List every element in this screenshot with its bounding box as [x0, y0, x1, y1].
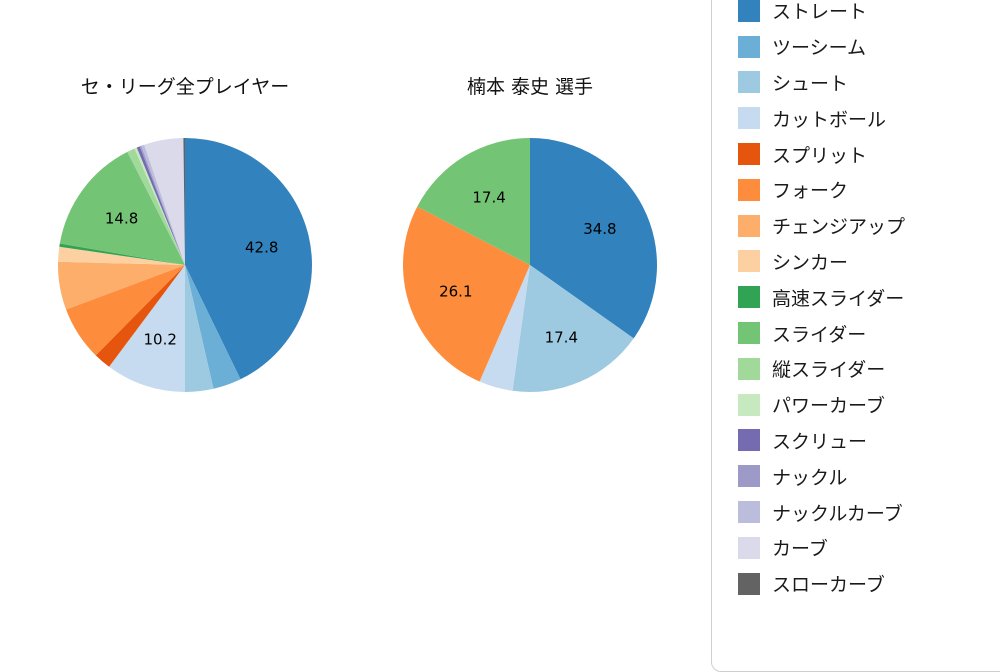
- pie-slice-ナックルカーブ: [141, 144, 185, 265]
- legend-item-label: スライダー: [772, 323, 867, 346]
- pie-value-label: 34.8: [583, 220, 616, 238]
- legend-item-label: 縦スライダー: [772, 359, 886, 382]
- chart-title-player: 楠本 泰史 選手: [466, 76, 594, 98]
- legend-item: カットボール: [738, 100, 1000, 136]
- legend-item-label: カットボール: [772, 108, 887, 131]
- legend-swatch-icon: [738, 286, 760, 309]
- legend-swatch-icon: [738, 501, 760, 524]
- pie-slice-チェンジアップ: [58, 261, 185, 310]
- legend-item: スライダー: [738, 315, 1000, 351]
- legend-swatch-icon: [738, 143, 760, 166]
- pie-slice-カーブ: [144, 138, 185, 265]
- legend-item-label: ストレート: [772, 1, 868, 24]
- pie-slice-高速スライダー: [59, 243, 185, 265]
- pie-value-label: 10.2: [143, 331, 176, 349]
- legend-item-label: ツーシーム: [772, 37, 867, 60]
- legend-swatch-icon: [738, 0, 760, 22]
- legend-swatch-icon: [738, 572, 760, 595]
- legend-swatch-icon: [738, 35, 760, 58]
- pie-slice-スプリット: [95, 265, 185, 367]
- pie-chart-league-svg: 42.8 10.2 14.8: [58, 138, 312, 392]
- pie-value-label: 14.8: [105, 209, 138, 227]
- legend-item-label: フォーク: [772, 180, 849, 203]
- pie-chart-player: 34.8 17.4 26.1 17.4: [402, 137, 658, 393]
- pie-slice-フォーク: [66, 265, 185, 356]
- pie-slice-シュート: [185, 265, 214, 392]
- legend-item-label: スプリット: [772, 144, 868, 167]
- legend-swatch-icon: [738, 71, 760, 94]
- legend-panel: ストレートツーシームシュートカットボール スプリットフォークチェンジアップ シンカー…: [711, 0, 1000, 672]
- pie-slice-ナックル: [139, 145, 185, 265]
- legend-swatch-icon: [738, 107, 760, 130]
- pie-slice-ストレート: [185, 138, 312, 380]
- chart-title-league: セ・リーグ全プレイヤー: [80, 76, 290, 98]
- pie-slice-シュート: [512, 265, 634, 393]
- pie-slice-パワーカーブ: [134, 147, 185, 265]
- legend-item-label: ナックル: [772, 466, 848, 489]
- legend-item-label: シュート: [772, 72, 849, 95]
- legend-swatch-icon: [738, 214, 760, 237]
- pie-slice-ストレート: [530, 138, 658, 339]
- pie-value-label: 17.4: [545, 328, 578, 346]
- legend-swatch-icon: [738, 357, 760, 380]
- pie-slice-ツーシーム: [185, 265, 241, 389]
- legend-item: パワーカーブ: [738, 387, 1000, 423]
- pie-slice-カットボール: [479, 265, 530, 391]
- legend-item-label: チェンジアップ: [772, 216, 906, 239]
- legend-swatch-icon: [738, 393, 760, 416]
- pie-slice-カットボール: [109, 265, 185, 392]
- legend-item: 高速スライダー: [738, 279, 1000, 315]
- legend-item-label: シンカー: [772, 251, 849, 274]
- pie-slice-フォーク: [403, 206, 530, 382]
- legend-item: ナックルカーブ: [738, 494, 1000, 530]
- pie-slice-シンカー: [58, 246, 185, 265]
- legend-item: シンカー: [738, 244, 1000, 280]
- pie-value-label: 26.1: [439, 282, 472, 300]
- legend-item-label: カーブ: [772, 538, 828, 561]
- legend-item: ストレート: [738, 0, 1000, 29]
- legend-swatch-icon: [738, 429, 760, 452]
- legend-item: スクリュー: [738, 423, 1000, 459]
- legend-item: ナックル: [738, 458, 1000, 494]
- legend-item-label: スローカーブ: [772, 574, 885, 597]
- legend-item-label: スクリュー: [772, 430, 868, 453]
- pie-slice-スローカーブ: [183, 138, 185, 265]
- legend-item: スプリット: [738, 136, 1000, 172]
- pie-chart-player-svg: 34.8 17.4 26.1 17.4: [403, 138, 658, 393]
- legend-item: カーブ: [738, 530, 1000, 566]
- legend-swatch-icon: [738, 178, 760, 201]
- pie-slice-スライダー: [59, 151, 185, 265]
- legend-item-label: 高速スライダー: [772, 287, 905, 310]
- pie-slice-スクリュー: [136, 146, 185, 265]
- pie-slice-スライダー: [417, 138, 530, 265]
- pie-slice-縦スライダー: [127, 148, 185, 265]
- legend-swatch-icon: [738, 250, 760, 273]
- legend-item-label: パワーカーブ: [772, 395, 885, 418]
- legend-item: シュート: [738, 65, 1000, 101]
- legend-item: フォーク: [738, 172, 1000, 208]
- legend-swatch-icon: [738, 322, 760, 345]
- legend-swatch-icon: [738, 536, 760, 559]
- pie-value-label: 42.8: [245, 238, 278, 256]
- legend-item: スローカーブ: [738, 566, 1000, 602]
- legend-item-label: ナックルカーブ: [772, 502, 903, 525]
- legend-item: ツーシーム: [738, 29, 1000, 65]
- legend-item: 縦スライダー: [738, 351, 1000, 387]
- legend-rows: ストレートツーシームシュートカットボール スプリットフォークチェンジアップ シンカー…: [738, 0, 1000, 602]
- legend-swatch-icon: [738, 465, 760, 488]
- pie-value-label: 17.4: [472, 189, 505, 207]
- legend-item: チェンジアップ: [738, 208, 1000, 244]
- pie-chart-league: 42.8 10.2 14.8: [57, 137, 313, 393]
